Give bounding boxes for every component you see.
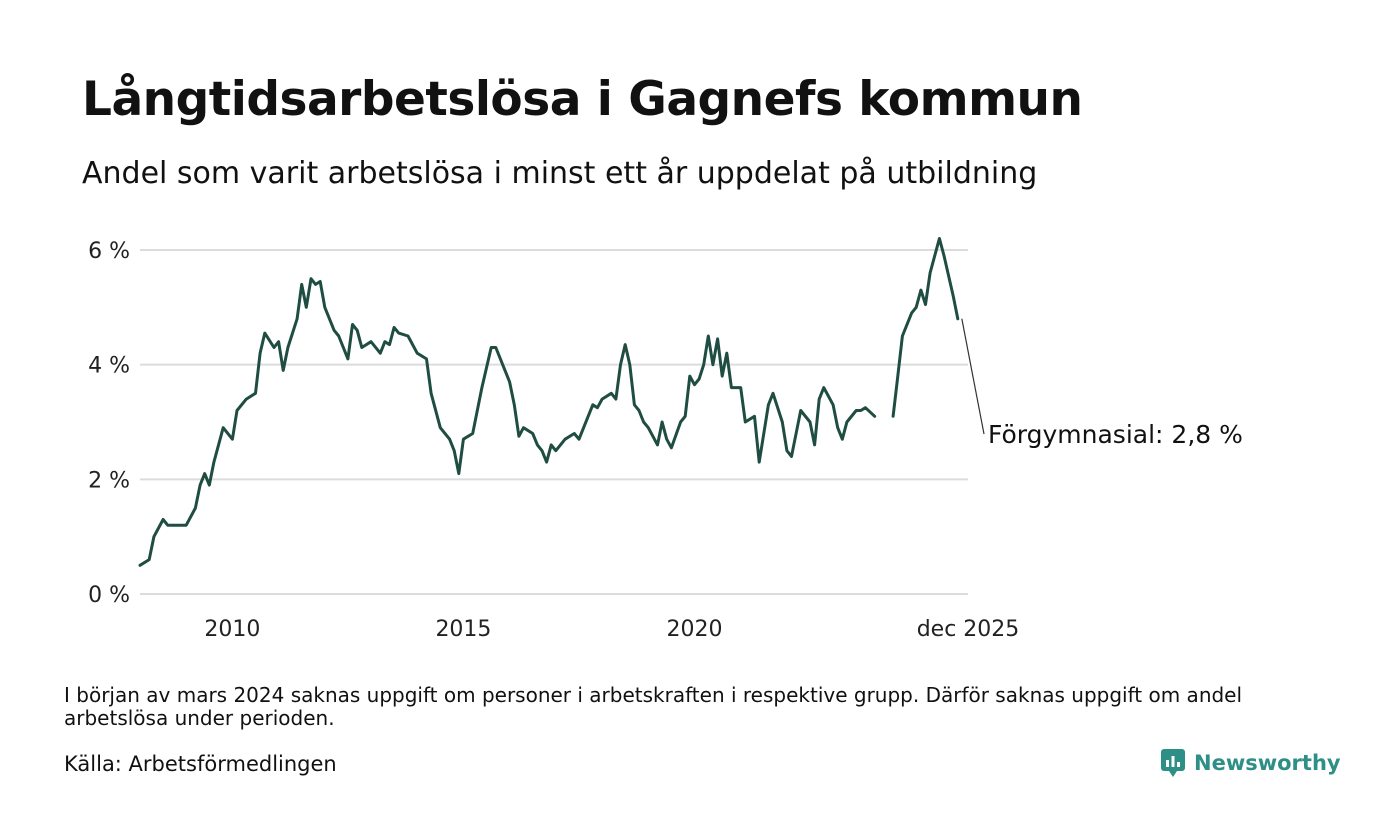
series-line-förgymnasial	[891, 237, 960, 418]
end-label-connector	[961, 318, 985, 435]
x-tick-label: 2020	[666, 617, 722, 642]
series-line-förgymnasial	[138, 277, 877, 567]
x-axis-ticks: 2010 2015 2020 dec 2025	[204, 617, 1019, 642]
line-chart: 0 % 2 % 4 % 6 % 2010 2015 2020 dec 2025 Förgym…	[88, 237, 1243, 642]
series-end-labels: Förgymnasial: 2,8 %	[961, 318, 1243, 449]
series-lines	[138, 237, 960, 567]
chart-title: Långtidsarbetslösa i Gagnefs kommun	[82, 72, 1083, 127]
footnote: I början av mars 2024 saknas uppgift om …	[64, 683, 1243, 730]
x-tick-label: 2010	[204, 617, 260, 642]
grid-lines	[140, 249, 968, 595]
newsworthy-logo-icon	[1161, 749, 1185, 777]
y-tick-label: 0 %	[88, 583, 130, 608]
end-label-förgymnasial: Förgymnasial: 2,8 %	[988, 420, 1243, 449]
y-tick-label: 2 %	[88, 468, 130, 493]
brand-logo: Newsworthy	[1160, 748, 1341, 778]
y-tick-label: 4 %	[88, 354, 130, 379]
source-label: Källa: Arbetsförmedlingen	[64, 752, 337, 776]
x-tick-label: 2015	[435, 617, 491, 642]
chart-subtitle: Andel som varit arbetslösa i minst ett å…	[82, 156, 1038, 191]
y-tick-label: 6 %	[88, 239, 130, 264]
y-axis-ticks: 0 % 2 % 4 % 6 %	[88, 239, 130, 608]
brand-name: Newsworthy	[1194, 751, 1341, 775]
x-tick-label: dec 2025	[917, 617, 1020, 642]
